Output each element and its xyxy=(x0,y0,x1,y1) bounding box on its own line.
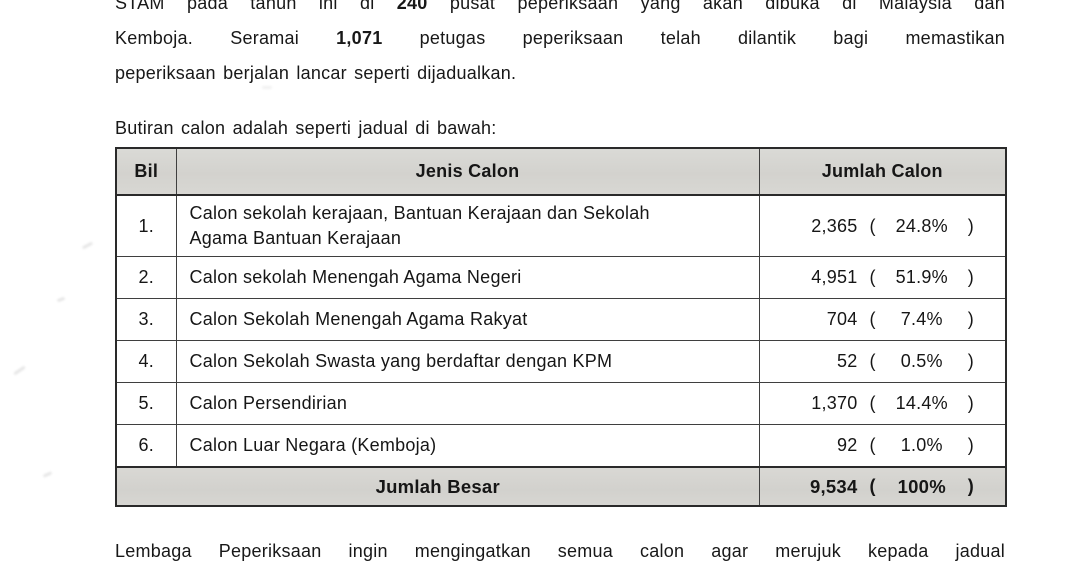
scan-smudge xyxy=(56,296,66,303)
scan-smudge xyxy=(262,86,272,89)
intro-bold-count: 240 xyxy=(396,0,428,13)
row-jumlah: 92 (1.0%) xyxy=(758,424,1007,468)
total-percent: 100% xyxy=(897,475,946,497)
intro-paragraph: STAM pada tahun ini di 240 pusat peperik… xyxy=(115,0,1005,91)
row-count: 92 xyxy=(836,435,858,455)
total-label: Jumlah Besar xyxy=(115,466,760,507)
paren-open: ( xyxy=(869,215,876,236)
table-header-row: Bil Jenis Calon Jumlah Calon xyxy=(115,147,1007,196)
col-header-jumlah: Jumlah Calon xyxy=(758,147,1007,196)
paren-close: ) xyxy=(967,267,974,287)
row-number: 1. xyxy=(115,194,177,257)
row-number: 6. xyxy=(115,424,177,468)
paren-close: ) xyxy=(967,351,974,371)
row-jenis: Calon Sekolah Swasta yang berdaftar deng… xyxy=(175,340,760,383)
scan-smudge xyxy=(81,241,94,250)
paren-open: ( xyxy=(869,351,876,371)
paren-close: ) xyxy=(967,476,974,496)
col-header-jenis: Jenis Calon xyxy=(175,147,760,196)
row-count: 2,365 xyxy=(811,215,858,236)
row-count: 704 xyxy=(826,309,858,329)
row-jenis: Calon Luar Negara (Kemboja) xyxy=(175,424,760,468)
paren-open: ( xyxy=(869,476,876,496)
row-count: 4,951 xyxy=(811,267,858,287)
scan-smudge xyxy=(42,471,53,478)
row-number: 5. xyxy=(115,382,177,425)
intro-line-3: peperiksaan berjalan lancar seperti dija… xyxy=(115,56,1005,91)
paren-open: ( xyxy=(869,309,876,329)
paren-open: ( xyxy=(869,435,876,455)
row-jumlah: 52 (0.5%) xyxy=(758,340,1007,383)
row-percent: 51.9% xyxy=(895,267,948,287)
row-number: 4. xyxy=(115,340,177,383)
table-row: 2. Calon sekolah Menengah Agama Negeri 4… xyxy=(115,256,1007,299)
row-percent: 14.4% xyxy=(895,393,948,413)
table-row: 6. Calon Luar Negara (Kemboja) 92 (1.0%) xyxy=(115,424,1007,468)
candidates-table: Bil Jenis Calon Jumlah Calon 1. Calon se… xyxy=(115,147,1007,507)
table-row: 4. Calon Sekolah Swasta yang berdaftar d… xyxy=(115,340,1007,383)
row-jenis: Calon sekolah kerajaan, Bantuan Kerajaan… xyxy=(175,194,760,257)
intro-text: petugas peperiksaan telah dilantik bagi … xyxy=(419,28,1005,48)
intro-text: peperiksaan berjalan lancar seperti dija… xyxy=(115,63,517,83)
row-percent: 0.5% xyxy=(900,351,943,371)
table-row: 5. Calon Persendirian 1,370 (14.4%) xyxy=(115,382,1007,425)
table-row: 1. Calon sekolah kerajaan, Bantuan Keraj… xyxy=(115,194,1007,257)
row-jenis-line: Calon sekolah kerajaan, Bantuan Kerajaan… xyxy=(189,203,650,223)
paren-close: ) xyxy=(967,215,974,236)
intro-text: pusat peperiksaan yang akan dibuka di Ma… xyxy=(449,0,1005,13)
scan-smudge xyxy=(13,365,26,376)
intro-text: Kemboja. Seramai xyxy=(115,28,299,48)
row-jumlah: 4,951 (51.9%) xyxy=(758,256,1007,299)
paren-open: ( xyxy=(869,267,876,287)
table-caption: Butiran calon adalah seperti jadual di b… xyxy=(115,118,497,138)
row-percent: 24.8% xyxy=(895,215,948,236)
intro-bold-count: 1,071 xyxy=(336,28,383,48)
table-row: 3. Calon Sekolah Menengah Agama Rakyat 7… xyxy=(115,298,1007,341)
footer-line: Lembaga Peperiksaan ingin mengingatkan s… xyxy=(115,541,1005,561)
total-count: 9,534 xyxy=(809,475,858,497)
intro-text: STAM pada tahun ini di xyxy=(115,0,375,13)
intro-line-2: Kemboja. Seramai 1,071 petugas peperiksa… xyxy=(115,21,1005,56)
row-count: 1,370 xyxy=(811,393,858,413)
row-jenis-line: Agama Bantuan Kerajaan xyxy=(189,228,402,248)
row-percent: 1.0% xyxy=(900,435,943,455)
row-jumlah: 704 (7.4%) xyxy=(758,298,1007,341)
document-content: STAM pada tahun ini di 240 pusat peperik… xyxy=(115,0,1007,563)
paren-close: ) xyxy=(967,393,974,413)
row-jenis: Calon Persendirian xyxy=(175,382,760,425)
row-jenis: Calon Sekolah Menengah Agama Rakyat xyxy=(175,298,760,341)
col-header-bil: Bil xyxy=(115,147,177,196)
row-percent: 7.4% xyxy=(900,309,943,329)
paren-close: ) xyxy=(967,435,974,455)
row-number: 2. xyxy=(115,256,177,299)
paren-close: ) xyxy=(967,309,974,329)
row-jumlah: 2,365 (24.8%) xyxy=(758,194,1007,257)
total-jumlah: 9,534 (100%) xyxy=(758,466,1007,507)
row-jumlah: 1,370 (14.4%) xyxy=(758,382,1007,425)
row-number: 3. xyxy=(115,298,177,341)
row-count: 52 xyxy=(836,351,858,371)
table-total-row: Jumlah Besar 9,534 (100%) xyxy=(115,466,1007,507)
intro-line-1: STAM pada tahun ini di 240 pusat peperik… xyxy=(115,0,1005,21)
paren-open: ( xyxy=(869,393,876,413)
footer-paragraph: Lembaga Peperiksaan ingin mengingatkan s… xyxy=(115,539,1005,563)
row-jenis: Calon sekolah Menengah Agama Negeri xyxy=(175,256,760,299)
